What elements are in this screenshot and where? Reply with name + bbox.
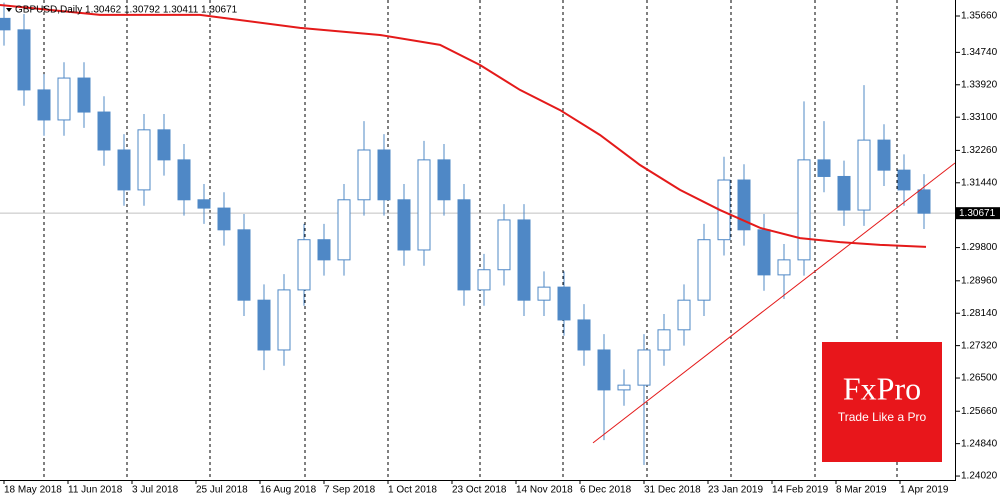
y-tick-label: 1.25660 (961, 406, 998, 417)
x-tick-label: 23 Jan 2019 (708, 485, 763, 496)
candle-body (617, 384, 631, 391)
trend-line (592, 162, 956, 444)
y-tick-label: 1.34740 (961, 47, 998, 58)
menu-arrow[interactable] (6, 8, 12, 12)
candle-body (637, 349, 651, 386)
y-tick-label: 1.32260 (961, 145, 998, 156)
y-tick-label: 1.27320 (961, 340, 998, 351)
candle-body (57, 77, 71, 121)
x-tick-label: 31 Dec 2018 (644, 485, 701, 496)
x-tick-label: 23 Oct 2018 (452, 485, 507, 496)
y-tick-label: 1.24840 (961, 438, 998, 449)
x-tick-label: 11 Jun 2018 (68, 485, 123, 496)
x-tick-label: 18 May 2018 (4, 485, 62, 496)
candle-body (417, 159, 431, 251)
logo-title: FxPro (843, 370, 921, 406)
candle-body (0, 17, 11, 31)
candle-body (197, 199, 211, 209)
y-tick-label: 1.35660 (961, 11, 998, 22)
candle-body (37, 89, 51, 121)
y-tick-label: 1.26500 (961, 373, 998, 384)
y-tick-label: 1.28140 (961, 308, 998, 319)
candle-body (557, 286, 571, 321)
candle-body (17, 29, 31, 91)
candle-body (297, 239, 311, 291)
candle-body (477, 269, 491, 291)
x-tick-label: 14 Feb 2019 (772, 485, 829, 496)
candle-body (277, 289, 291, 351)
candle-body (77, 77, 91, 113)
y-tick-label: 1.33920 (961, 79, 998, 90)
logo-subtitle: Trade Like a Pro (838, 410, 927, 424)
candle-body (217, 207, 231, 231)
candle-body (837, 175, 851, 211)
candle-body (857, 139, 871, 211)
candle-body (397, 199, 411, 251)
x-tick-label: 8 Mar 2019 (836, 485, 887, 496)
candle-body (257, 299, 271, 351)
candle-body (237, 229, 251, 301)
x-tick-label: 25 Jul 2018 (196, 485, 248, 496)
chart-title: GBPUSD,Daily 1.30462 1.30792 1.30411 1.3… (15, 5, 238, 16)
candle-body (157, 129, 171, 161)
y-tick-label: 1.24020 (961, 471, 998, 482)
candle-body (797, 159, 811, 261)
x-tick-label: 1 Oct 2018 (388, 485, 437, 496)
candle-body (917, 189, 931, 214)
candle-body (657, 329, 671, 351)
candle-body (97, 111, 111, 151)
moving-average-line (0, 3, 927, 248)
candle-body (117, 149, 131, 191)
candle-body (437, 159, 451, 201)
candle-body (877, 139, 891, 171)
candle-body (597, 349, 611, 391)
candle-body (517, 219, 531, 301)
candle-body (757, 229, 771, 276)
x-tick-label: 3 Jul 2018 (132, 485, 179, 496)
x-tick-label: 1 Apr 2019 (900, 485, 949, 496)
candle-body (177, 159, 191, 201)
candle-body (817, 159, 831, 177)
y-tick-label: 1.29800 (961, 242, 998, 253)
logo-box (822, 342, 942, 462)
x-tick-label: 7 Sep 2018 (324, 485, 376, 496)
candle-body (337, 199, 351, 261)
candle-body (357, 149, 371, 201)
candle-body (577, 319, 591, 351)
plot-layer (0, 0, 956, 480)
x-tick-label: 6 Dec 2018 (580, 485, 632, 496)
candle-body (457, 199, 471, 291)
y-tick-label: 1.28960 (961, 275, 998, 286)
candle-body (497, 219, 511, 271)
candle-body (897, 169, 911, 191)
candle-body (377, 149, 391, 201)
x-tick-label: 16 Aug 2018 (260, 485, 317, 496)
candle-body (737, 179, 751, 231)
candle-body (317, 239, 331, 261)
candle-body (677, 299, 691, 331)
candle-body (777, 259, 791, 276)
candle-body (537, 286, 551, 301)
y-tick-label: 1.31440 (961, 177, 998, 188)
current-price-label: 1.30671 (959, 208, 996, 219)
candle-body (137, 129, 151, 191)
current-price-tag (956, 207, 1000, 220)
x-tick-label: 14 Nov 2018 (516, 485, 573, 496)
y-tick-label: 1.33100 (961, 112, 998, 123)
candle-body (697, 239, 711, 301)
